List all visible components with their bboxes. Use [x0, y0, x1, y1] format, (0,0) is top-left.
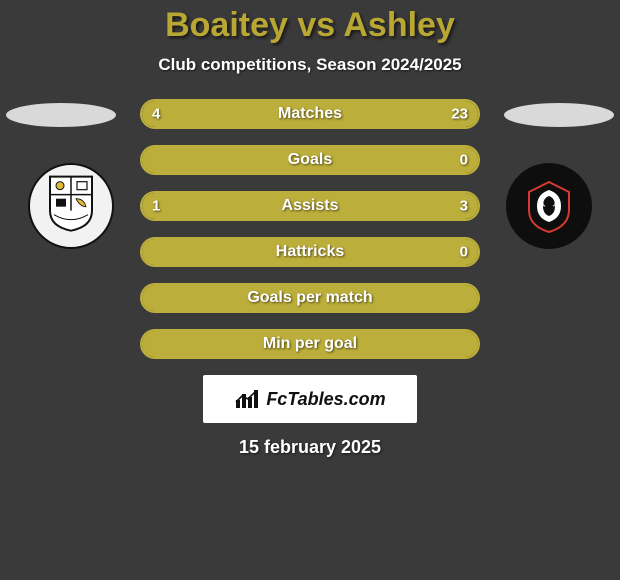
- port-vale-crest-icon: [46, 175, 96, 233]
- brand-text: FcTables.com: [266, 389, 385, 410]
- club-badge-left: [28, 163, 114, 249]
- brand-badge: FcTables.com: [203, 375, 417, 423]
- stat-value-right: 23: [451, 106, 468, 123]
- club-badge-right: [506, 163, 592, 249]
- stat-value-left: 4: [152, 106, 160, 123]
- player-halo-right: [504, 103, 614, 127]
- bar-fill-left: [142, 101, 192, 127]
- bar-fill-right: [226, 193, 478, 219]
- date-text: 15 february 2025: [0, 437, 620, 458]
- stat-label: Hattricks: [276, 243, 344, 261]
- stat-label: Assists: [282, 197, 339, 215]
- stat-label: Min per goal: [263, 335, 357, 353]
- page-subtitle: Club competitions, Season 2024/2025: [0, 55, 620, 75]
- stat-row-goals-per-match: Goals per match: [140, 283, 480, 313]
- stat-value-right: 0: [460, 244, 468, 261]
- stat-row-matches: 4 23 Matches: [140, 99, 480, 129]
- stat-label: Goals per match: [247, 289, 372, 307]
- stat-value-right: 3: [460, 198, 468, 215]
- stat-row-goals: 0 Goals: [140, 145, 480, 175]
- stat-label: Goals: [288, 151, 332, 169]
- stat-row-assists: 1 3 Assists: [140, 191, 480, 221]
- comparison-bars: 4 23 Matches 0 Goals 1 3 Assists 0 Hattricks Goals…: [140, 99, 480, 359]
- fctables-logo-icon: [234, 388, 260, 410]
- stat-value-left: 1: [152, 198, 160, 215]
- page-title: Boaitey vs Ashley: [0, 0, 620, 45]
- comparison-content: 4 23 Matches 0 Goals 1 3 Assists 0 Hattricks Goals…: [0, 99, 620, 359]
- player-halo-left: [6, 103, 116, 127]
- stat-label: Matches: [278, 105, 342, 123]
- stat-value-right: 0: [460, 152, 468, 169]
- stat-row-min-per-goal: Min per goal: [140, 329, 480, 359]
- stat-row-hattricks: 0 Hattricks: [140, 237, 480, 267]
- salford-lion-icon: [519, 176, 579, 236]
